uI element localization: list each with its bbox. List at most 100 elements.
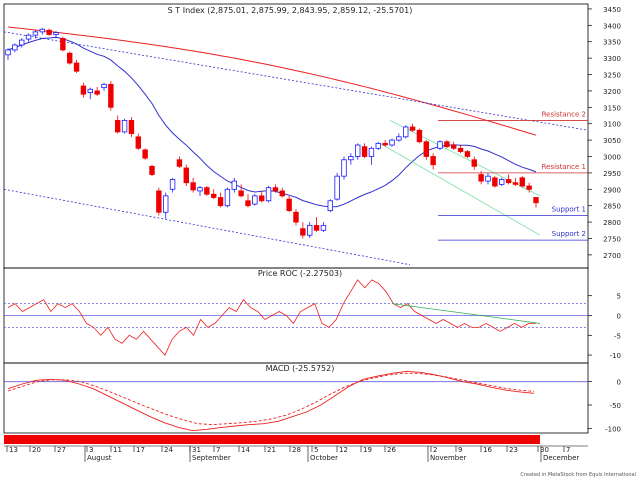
date-tick-label: 5: [314, 446, 318, 454]
date-tick-label: 24: [164, 446, 173, 454]
candle-body: [217, 197, 224, 207]
date-axis: 13 20 27 3 11 17 24 31 7 14 21 28 5 12 19 26 2 9 16 23 30 7Au…: [4, 435, 588, 462]
candle-body: [478, 174, 484, 182]
candle-body: [492, 177, 498, 187]
y-tick-label: 5: [617, 293, 621, 301]
date-tick-label: 19: [363, 446, 372, 454]
candle-body: [46, 29, 52, 35]
date-tick-label: 31: [192, 446, 201, 454]
date-tick-label: 2: [433, 446, 437, 454]
candle-body: [149, 165, 155, 175]
date-tick-label: 30: [540, 446, 549, 454]
y-tick-label: -10: [610, 352, 621, 360]
candle-body: [334, 175, 340, 200]
candle-body: [259, 195, 265, 202]
roc-trend-line: [391, 303, 541, 324]
date-tick-label: 26: [387, 446, 396, 454]
level-label: Support 2: [552, 230, 586, 238]
candle-body: [313, 224, 320, 231]
candle-body: [252, 195, 258, 205]
candle-body: [272, 187, 279, 192]
candle-body: [238, 190, 244, 197]
candle-body: [430, 156, 436, 166]
y-tick-label: 3400: [603, 22, 621, 30]
candle-body: [183, 167, 189, 184]
level-label: Support 1: [552, 206, 586, 214]
candle-body: [526, 185, 532, 190]
candle-body: [176, 159, 183, 167]
candle-body: [231, 180, 237, 190]
candle-body: [135, 136, 141, 149]
candle-body: [423, 141, 429, 157]
date-tick-label: 12: [339, 446, 348, 454]
candle-body: [121, 120, 128, 133]
candle-body: [416, 129, 423, 143]
y-tick-label: 3000: [603, 153, 621, 161]
candle-body: [101, 83, 107, 89]
candle-body: [204, 187, 210, 195]
y-tick-label: 2850: [603, 203, 621, 211]
candle-body: [245, 200, 251, 207]
date-tick-label: 3: [89, 446, 93, 454]
candle-body: [163, 195, 169, 213]
macd-panel: 0 -50 -100: [4, 370, 621, 433]
candle-body: [382, 142, 388, 146]
y-tick-label: -5: [614, 332, 621, 340]
candle-body: [327, 200, 333, 212]
date-tick-label: 11: [113, 446, 122, 454]
price-title: S T Index (2,875.01, 2,875.99, 2,843.95,…: [168, 6, 413, 15]
level-label: Resistance 1: [542, 163, 586, 171]
candle-body: [190, 182, 196, 191]
candle-body: [320, 224, 327, 231]
candle-body: [307, 224, 313, 236]
y-tick-label: 2700: [603, 252, 621, 260]
macd-title: MACD (-25.5752): [266, 364, 335, 373]
candle-body: [348, 156, 354, 161]
candle-body: [286, 198, 292, 212]
month-label: December: [543, 454, 579, 462]
candle-body: [293, 211, 299, 223]
candle-body: [505, 179, 512, 184]
month-label: August: [87, 454, 112, 462]
candle-body: [444, 141, 450, 148]
y-tick-label: 3200: [603, 88, 621, 96]
date-tick-label: 14: [241, 446, 250, 454]
candle-body: [437, 141, 443, 149]
date-tick-label: 9: [458, 446, 462, 454]
candle-body: [368, 147, 375, 157]
candle-body: [12, 44, 18, 51]
candle-body: [457, 147, 464, 152]
candle-body: [361, 146, 368, 157]
candle-body: [471, 159, 477, 167]
y-tick-label: 3350: [603, 39, 621, 47]
channel-lower: [379, 143, 541, 236]
candle-body: [94, 90, 100, 95]
candle-body: [156, 190, 162, 213]
date-tick-label: 13: [9, 446, 18, 454]
y-tick-label: 0: [617, 313, 621, 321]
candle-body: [499, 179, 505, 185]
y-tick-label: 3050: [603, 137, 621, 145]
candle-body: [341, 159, 347, 177]
candle-body: [53, 32, 59, 35]
candle-body: [5, 49, 11, 56]
candle-body: [300, 228, 306, 236]
candle-body: [355, 144, 361, 157]
date-tick-label: 16: [483, 446, 492, 454]
y-tick-label: 3100: [603, 121, 621, 129]
y-tick-label: 0: [617, 379, 621, 387]
candle-body: [128, 120, 135, 134]
candle-body: [197, 187, 203, 192]
y-tick-label: 2800: [603, 219, 621, 227]
candle-body: [32, 31, 39, 36]
month-label: September: [192, 454, 231, 462]
y-tick-label: 2950: [603, 170, 621, 178]
date-tick-label: 7: [216, 446, 220, 454]
roc-series-line: [7, 279, 536, 356]
date-tick-label: 21: [267, 446, 276, 454]
roc-title: Price ROC (-2.27503): [258, 269, 342, 278]
candle-body: [115, 120, 121, 133]
candle-body: [39, 28, 45, 33]
candle-body: [512, 182, 519, 185]
